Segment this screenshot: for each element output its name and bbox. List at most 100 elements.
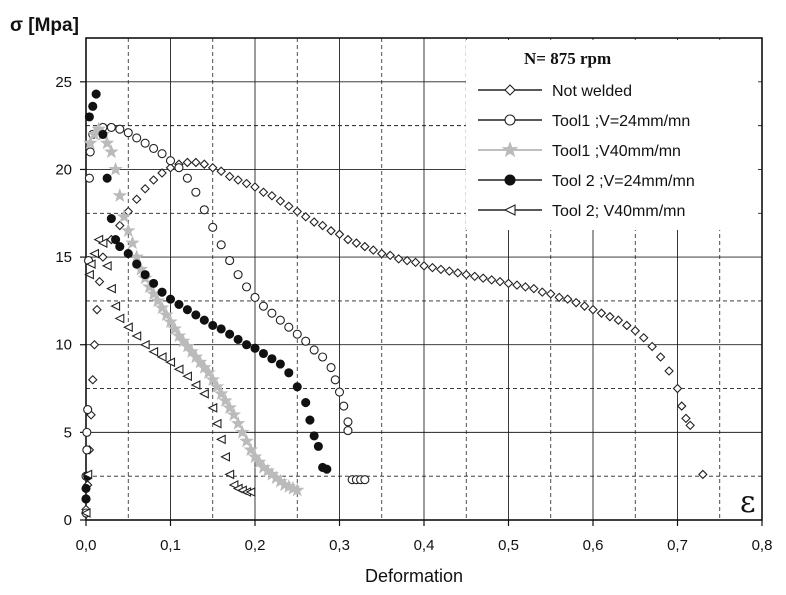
data-point — [226, 407, 242, 421]
data-point — [495, 276, 505, 287]
data-point — [207, 402, 218, 413]
data-point — [182, 305, 192, 315]
legend-entry: Not welded — [478, 83, 632, 100]
data-point — [486, 275, 497, 285]
data-point — [182, 157, 193, 168]
data-point — [233, 175, 243, 185]
data-point — [106, 213, 116, 224]
series-5 — [80, 234, 256, 518]
data-point — [242, 340, 252, 350]
data-point — [111, 235, 121, 245]
data-point — [385, 250, 395, 261]
data-point — [242, 282, 252, 292]
data-point — [114, 313, 125, 324]
data-point — [605, 311, 615, 322]
data-point — [267, 190, 277, 201]
data-point — [101, 260, 112, 271]
data-point — [132, 133, 142, 143]
data-point — [123, 249, 133, 259]
legend-marker — [504, 114, 516, 126]
legend-label: Tool 2; V40mm/mn — [552, 203, 685, 220]
data-point — [148, 346, 159, 357]
data-point — [94, 276, 105, 287]
data-point — [93, 234, 104, 245]
data-point — [305, 415, 315, 425]
axis-ticks: 0,0 0,1 0,2 0,3 0,4 0,5 0,6 0,7 0,8 0 5 10 15 20 25 — [55, 74, 772, 554]
data-point — [83, 405, 93, 415]
data-point — [313, 441, 323, 451]
data-point — [672, 383, 683, 394]
data-point — [216, 166, 226, 176]
data-point — [216, 240, 226, 250]
data-point — [681, 413, 691, 424]
data-point — [284, 201, 294, 212]
data-point — [201, 365, 216, 379]
x-tick-label: 0,7 — [667, 537, 688, 554]
y-tick-label: 10 — [55, 337, 72, 354]
x-tick-label: 0,4 — [414, 537, 435, 554]
data-point — [165, 162, 176, 173]
data-point — [664, 366, 674, 376]
x-tick-label: 0,0 — [76, 537, 97, 554]
legend-label: Tool1 ;V=24mm/mn — [552, 113, 690, 130]
x-axis-label: Deformation — [365, 566, 463, 586]
data-point — [220, 452, 230, 462]
data-point — [174, 163, 184, 173]
data-point — [512, 280, 522, 290]
data-point — [89, 339, 100, 350]
legend-entry: Tool 2; V40mm/mn — [478, 203, 685, 220]
data-point — [330, 375, 340, 385]
data-point — [190, 380, 201, 390]
data-point — [140, 270, 150, 280]
data-point — [225, 256, 235, 266]
data-point — [461, 269, 472, 280]
data-point — [444, 266, 455, 276]
data-point — [199, 159, 210, 169]
data-point — [554, 292, 564, 303]
data-point — [419, 261, 429, 271]
x-tick-label: 0,8 — [752, 537, 773, 554]
legend-marker — [503, 204, 516, 216]
legend-entry: Tool 2 ;V=24mm/mn — [478, 173, 695, 190]
data-point — [334, 387, 345, 397]
data-point — [88, 101, 98, 111]
data-point — [647, 341, 657, 352]
data-point — [309, 345, 319, 355]
data-point — [230, 416, 246, 430]
data-point — [301, 336, 311, 346]
data-point — [410, 257, 421, 268]
data-point — [275, 359, 285, 369]
data-point — [267, 354, 277, 364]
legend-entry: Tool1 ;V40mm/mn — [478, 141, 681, 160]
data-point — [99, 135, 115, 150]
y-tick-label: 15 — [55, 249, 72, 266]
data-point — [120, 223, 136, 238]
data-point — [148, 175, 159, 185]
data-point — [318, 352, 328, 362]
y-tick-label: 0 — [64, 512, 72, 529]
data-point — [205, 372, 221, 386]
data-point — [676, 401, 687, 411]
data-point — [163, 314, 178, 329]
data-point — [156, 352, 167, 362]
data-point — [150, 293, 165, 308]
data-point — [108, 161, 123, 176]
series-1 — [81, 157, 708, 515]
data-point — [258, 348, 269, 359]
data-point — [208, 320, 218, 330]
x-tick-label: 0,2 — [245, 537, 266, 554]
data-point — [157, 149, 167, 159]
legend: N= 875 rpm Not welded Tool1 ;V=24mm/mn Too… — [466, 40, 758, 230]
data-point — [588, 304, 598, 315]
data-point — [87, 375, 98, 385]
data-point — [115, 220, 125, 231]
data-point — [233, 270, 243, 280]
data-point — [102, 173, 112, 183]
legend-title: N= 875 rpm — [524, 49, 611, 68]
data-point — [214, 386, 229, 400]
data-point — [173, 364, 184, 375]
data-point — [326, 362, 336, 373]
legend-background — [466, 40, 758, 230]
data-point — [110, 301, 121, 312]
